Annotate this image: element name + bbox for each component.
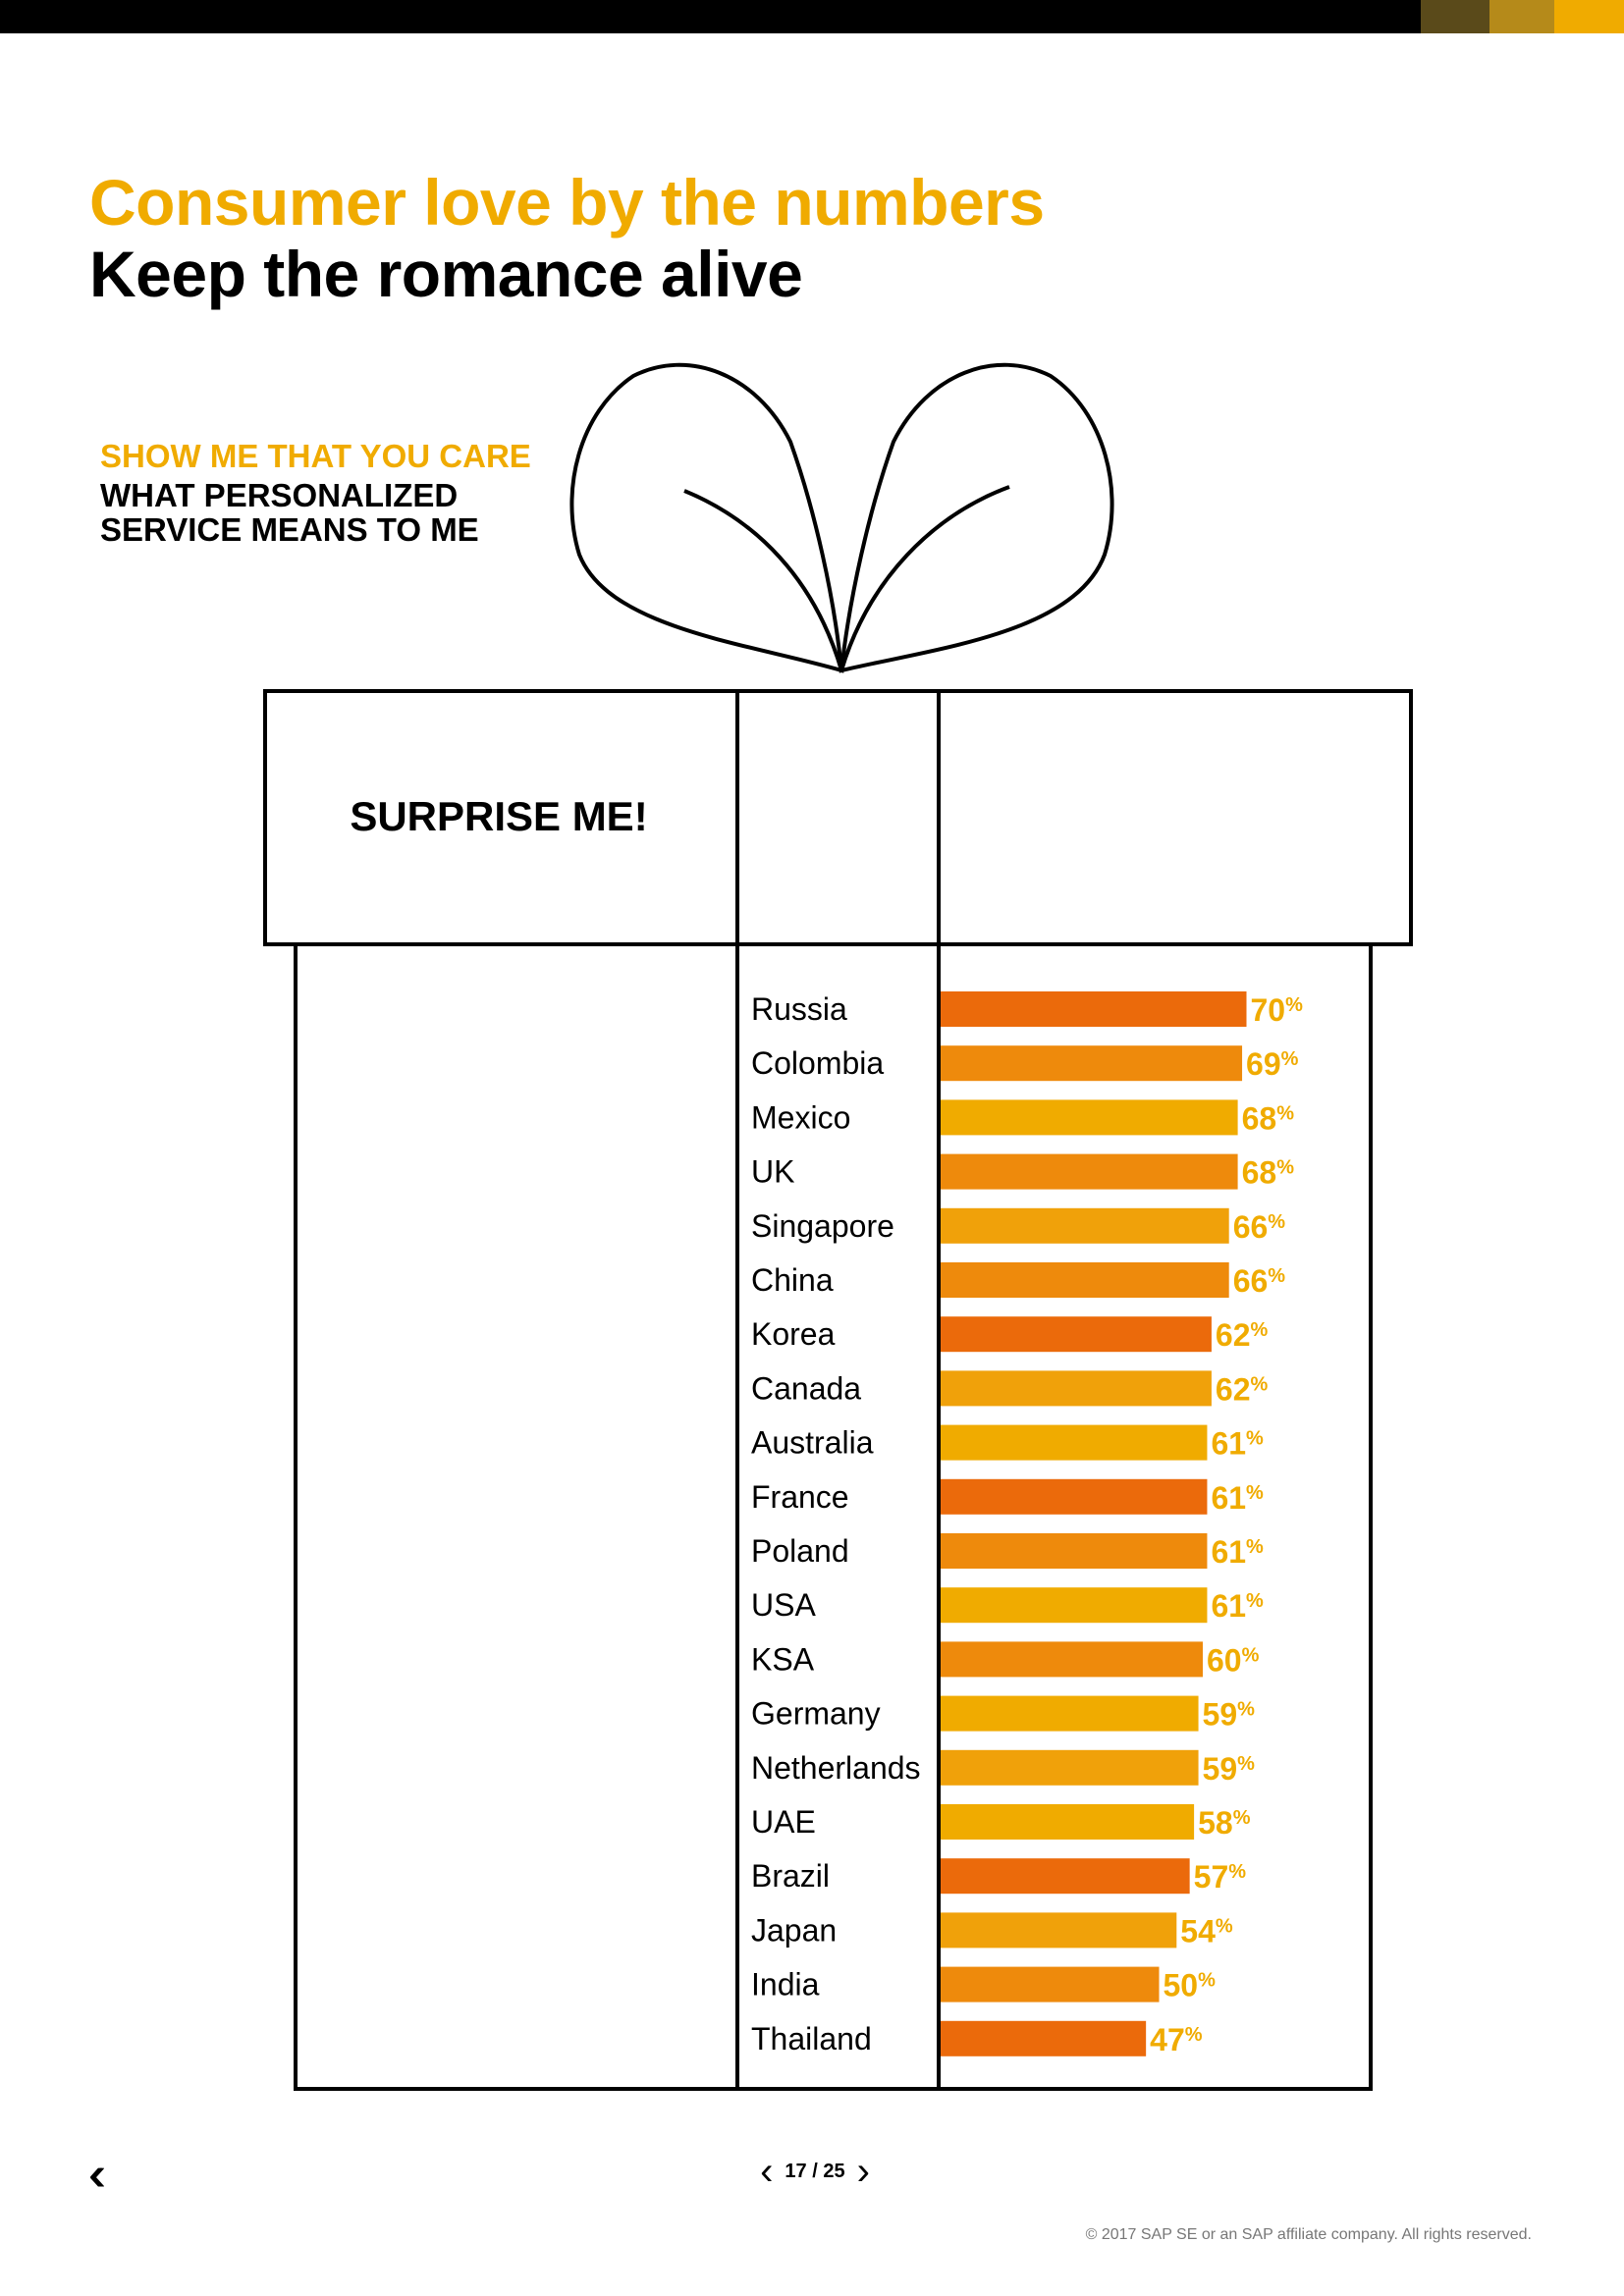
bar [941, 1858, 1190, 1895]
value-label: 61% [1211, 1426, 1264, 1462]
chevron-left-icon[interactable]: ‹ [760, 2150, 774, 2193]
bar [941, 1912, 1177, 1949]
category-label: UAE [751, 1804, 816, 1840]
lid-ribbon-panel [735, 689, 941, 946]
swatch-mid [1489, 0, 1554, 33]
box-left-panel [294, 942, 739, 2091]
value-label: 57% [1194, 1859, 1247, 1895]
category-label: France [751, 1479, 849, 1515]
value-label: 62% [1216, 1317, 1269, 1353]
value-label: 50% [1164, 1968, 1217, 2003]
value-label: 69% [1246, 1046, 1299, 1082]
swatch-light [1554, 0, 1624, 33]
value-label: 61% [1211, 1534, 1264, 1570]
value-label: 54% [1180, 1913, 1233, 1949]
category-label: KSA [751, 1641, 815, 1677]
bar [941, 991, 1247, 1027]
page-title: Consumer love by the numbers [89, 166, 1045, 239]
chevron-right-icon[interactable]: › [856, 2150, 870, 2193]
top-bar [0, 0, 1624, 33]
bar [941, 1641, 1203, 1678]
gift-outline [263, 362, 1413, 2091]
bow-right-ribbon [839, 485, 1010, 671]
category-label: Poland [751, 1533, 849, 1569]
bow-right-loop [839, 362, 1114, 673]
category-label: Netherlands [751, 1750, 921, 1786]
back-nav[interactable]: ‹‹ [88, 2148, 106, 2202]
gift-chart: Russia 70% Colombia 69% Mexico 68% UK 68% Singap… [263, 362, 1413, 2091]
value-label: 58% [1198, 1805, 1251, 1841]
bar [941, 1099, 1238, 1136]
bar [941, 1695, 1199, 1732]
category-label: Canada [751, 1370, 861, 1406]
value-label: 59% [1203, 1751, 1256, 1787]
value-label: 68% [1242, 1100, 1295, 1136]
category-label: Japan [751, 1912, 837, 1948]
bar [941, 1424, 1208, 1461]
bar [941, 1207, 1229, 1244]
value-label: 62% [1216, 1371, 1269, 1407]
bow-left-loop [569, 362, 844, 673]
bow-left-ribbon [683, 489, 843, 671]
category-label: Russia [751, 991, 847, 1027]
page-subtitle: Keep the romance alive [89, 238, 803, 310]
swatch-dark [1421, 0, 1489, 33]
category-label: USA [751, 1587, 816, 1623]
category-label: India [751, 1967, 820, 2002]
category-label: China [751, 1262, 834, 1298]
bar [941, 1533, 1208, 1569]
category-label: UK [751, 1154, 794, 1190]
pager: ‹ 17 / 25 › [746, 2150, 884, 2194]
bar [941, 1478, 1208, 1515]
value-label: 61% [1211, 1588, 1264, 1624]
category-label: Germany [751, 1696, 881, 1732]
category-label: Korea [751, 1316, 836, 1352]
bar [941, 1804, 1195, 1840]
bar [941, 1370, 1212, 1407]
copyright: © 2017 SAP SE or an SAP affiliate compan… [1085, 2226, 1532, 2243]
surprise-label: SURPRISE ME! [350, 793, 648, 839]
value-label: 68% [1242, 1155, 1295, 1191]
value-label: 66% [1233, 1209, 1286, 1245]
bar [941, 1749, 1199, 1786]
value-label: 70% [1251, 992, 1304, 1028]
value-label: 59% [1203, 1697, 1256, 1733]
value-label: 66% [1233, 1263, 1286, 1299]
bar [941, 1153, 1238, 1190]
double-chevron-left-icon[interactable]: ‹‹ [88, 2149, 106, 2201]
section-eyebrow: SHOW ME THAT YOU CARE [100, 438, 531, 474]
bar [941, 1262, 1229, 1298]
value-label: 47% [1150, 2022, 1203, 2057]
category-label: Mexico [751, 1099, 850, 1135]
bar [941, 1316, 1212, 1353]
value-label: 60% [1207, 1642, 1260, 1678]
category-label: Thailand [751, 2021, 872, 2056]
category-label: Colombia [751, 1045, 884, 1081]
box-right-panel [937, 942, 1373, 2091]
bar [941, 1045, 1243, 1082]
bar [941, 1966, 1160, 2002]
category-label: Singapore [751, 1208, 894, 1244]
page-number: 17 / 25 [785, 2161, 845, 2182]
bars-group: Russia 70% Colombia 69% Mexico 68% UK 68% Singap… [751, 991, 1303, 2057]
bar [941, 1587, 1208, 1624]
category-label: Brazil [751, 1858, 830, 1894]
section-heading: WHAT PERSONALIZED SERVICE MEANS TO ME [100, 477, 479, 548]
value-label: 61% [1211, 1480, 1264, 1516]
lid-right-panel [937, 689, 1413, 946]
category-label: Australia [751, 1425, 874, 1461]
bar [941, 2020, 1147, 2056]
